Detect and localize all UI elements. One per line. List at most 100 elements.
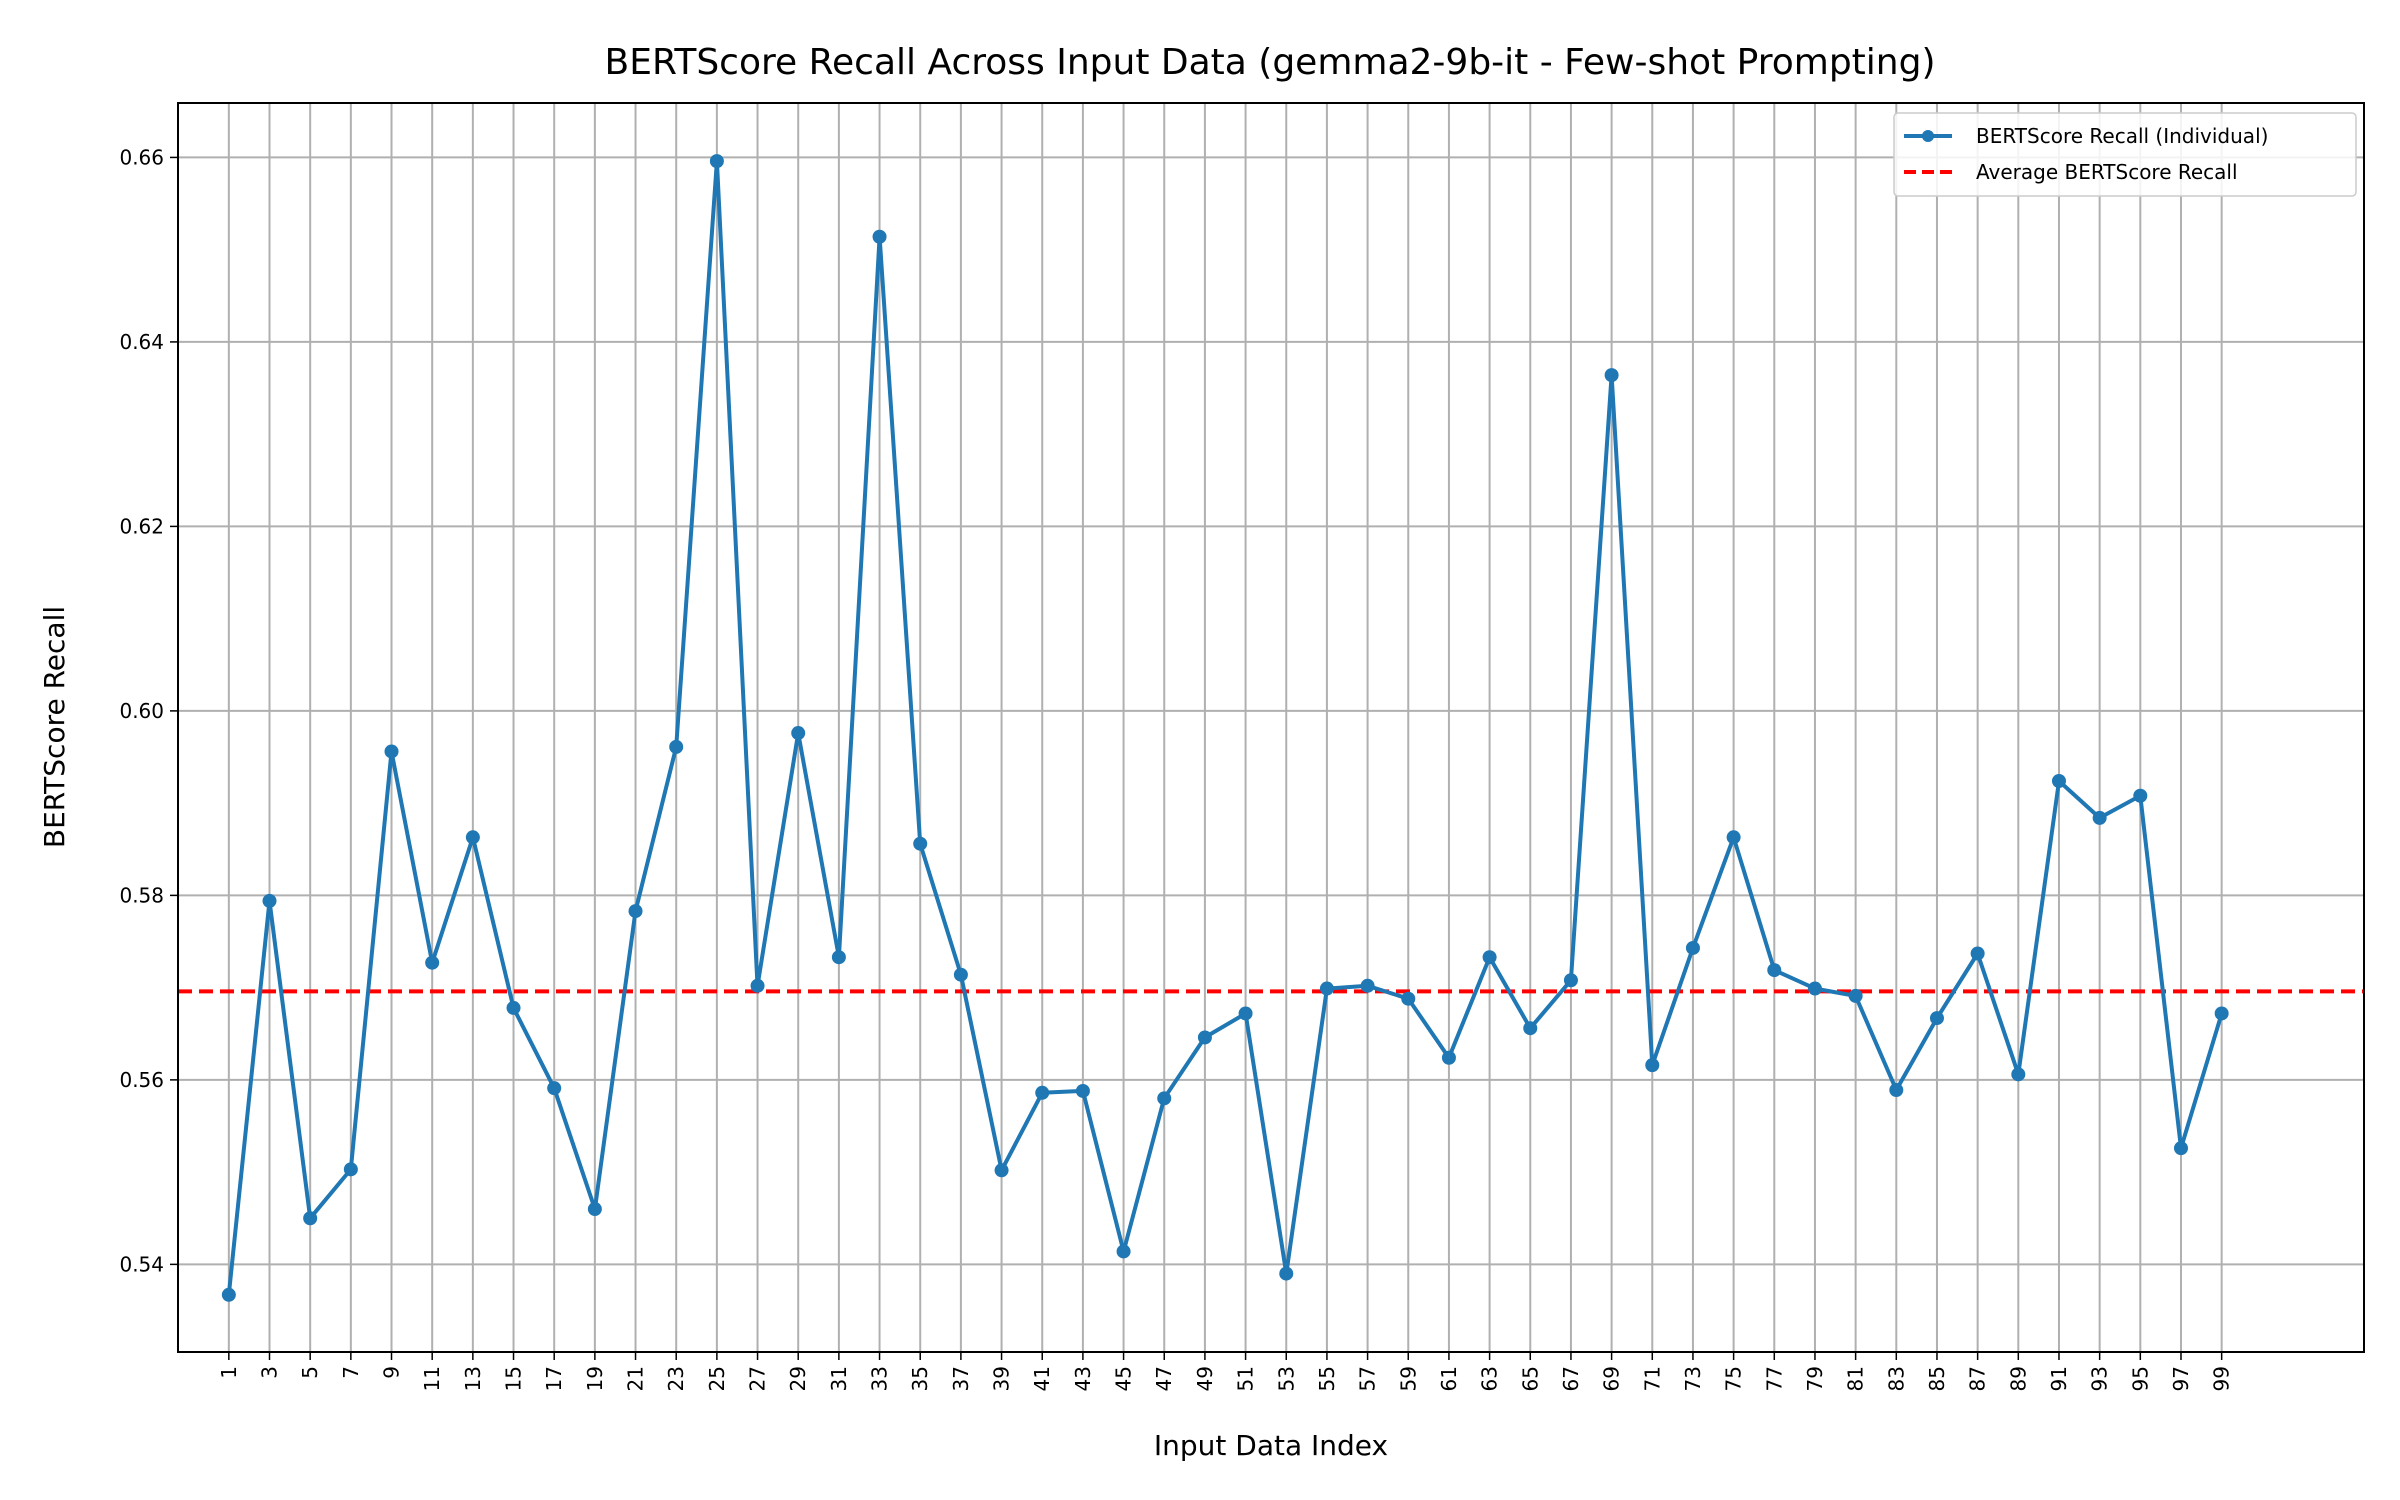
data-point	[343, 1162, 358, 1177]
data-point	[1441, 1050, 1456, 1065]
data-point	[953, 967, 968, 982]
series-line	[226, 159, 2224, 1296]
legend: BERTScore Recall (Individual) Average BE…	[1893, 112, 2357, 197]
data-point	[913, 836, 928, 851]
x-tick-label: 37	[949, 1366, 973, 1391]
x-tick-label: 91	[2047, 1366, 2071, 1391]
data-point	[791, 726, 806, 741]
x-tick-label: 13	[461, 1366, 485, 1391]
data-point	[1075, 1083, 1090, 1098]
legend-series-label: BERTScore Recall (Individual)	[1976, 124, 2268, 148]
data-point	[425, 955, 440, 970]
x-tick-label: 35	[908, 1366, 932, 1391]
data-point	[872, 229, 887, 244]
data-point	[587, 1202, 602, 1217]
x-tick-label: 11	[420, 1366, 444, 1391]
x-tick-label: 83	[1884, 1366, 1908, 1391]
data-point	[1767, 963, 1782, 978]
data-point	[1523, 1021, 1538, 1036]
data-point	[1645, 1058, 1660, 1073]
grid-lines	[178, 103, 2364, 1352]
data-point	[709, 154, 724, 169]
x-tick-label: 1	[217, 1366, 241, 1379]
x-tick-label: 51	[1234, 1366, 1258, 1391]
y-tick-label: 0.66	[119, 145, 164, 169]
x-tick-label: 45	[1112, 1366, 1136, 1391]
data-point	[1970, 946, 1985, 961]
y-tick-label: 0.58	[119, 883, 164, 907]
y-tick-label: 0.62	[119, 514, 164, 538]
x-tick-label: 29	[786, 1366, 810, 1391]
legend-series-marker	[1922, 130, 1934, 142]
data-point	[1035, 1085, 1050, 1100]
x-tick-label: 49	[1193, 1366, 1217, 1391]
x-tick-label: 43	[1071, 1366, 1095, 1391]
x-tick-label: 95	[2128, 1366, 2152, 1391]
data-point	[2173, 1141, 2188, 1156]
x-tick-label: 31	[827, 1366, 851, 1391]
series-layer	[221, 154, 2229, 1302]
x-tick-label: 9	[380, 1366, 404, 1379]
data-point	[506, 1000, 521, 1015]
data-point	[1116, 1244, 1131, 1259]
data-point	[221, 1287, 236, 1302]
data-point	[1279, 1266, 1294, 1281]
data-point	[2011, 1067, 2026, 1082]
x-tick-label: 99	[2210, 1366, 2234, 1391]
x-tick-label: 3	[258, 1366, 282, 1379]
data-point	[2051, 774, 2066, 789]
x-axis-ticks: 1 3 5 7 9 11 13 15 17 19 21 23 25 27 29 31 33 35 37 39 41 43 4…	[217, 1352, 2234, 1391]
data-point	[2214, 1006, 2229, 1021]
x-tick-label: 79	[1803, 1366, 1827, 1391]
data-point	[303, 1211, 318, 1226]
x-tick-label: 77	[1762, 1366, 1786, 1391]
x-tick-label: 81	[1844, 1366, 1868, 1391]
x-tick-label: 7	[339, 1366, 363, 1379]
x-tick-label: 65	[1518, 1366, 1542, 1391]
data-point	[1319, 981, 1334, 996]
y-tick-label: 0.54	[119, 1252, 164, 1276]
data-point	[262, 893, 277, 908]
x-tick-label: 73	[1681, 1366, 1705, 1391]
y-tick-label: 0.56	[119, 1068, 164, 1092]
data-point	[1563, 973, 1578, 988]
x-tick-label: 75	[1722, 1366, 1746, 1391]
data-point	[750, 978, 765, 993]
plot-frame	[177, 102, 2365, 1353]
x-tick-label: 53	[1274, 1366, 1298, 1391]
data-point	[2092, 810, 2107, 825]
x-tick-label: 63	[1478, 1366, 1502, 1391]
data-point	[1889, 1083, 1904, 1098]
data-point	[2133, 788, 2148, 803]
data-point	[669, 739, 684, 754]
data-point	[547, 1081, 562, 1096]
data-point	[1848, 988, 1863, 1003]
x-tick-label: 67	[1559, 1366, 1583, 1391]
x-tick-label: 97	[2169, 1366, 2193, 1391]
data-point	[1157, 1091, 1172, 1106]
x-tick-label: 55	[1315, 1366, 1339, 1391]
x-tick-label: 69	[1600, 1366, 1624, 1391]
data-point	[1482, 950, 1497, 965]
x-tick-label: 17	[542, 1366, 566, 1391]
data-point	[1238, 1006, 1253, 1021]
x-tick-label: 89	[2006, 1366, 2030, 1391]
data-point	[1685, 940, 1700, 955]
x-tick-label: 25	[705, 1366, 729, 1391]
data-point	[1401, 991, 1416, 1006]
x-tick-label: 39	[990, 1366, 1014, 1391]
y-tick-label: 0.60	[119, 699, 164, 723]
data-point	[1807, 981, 1822, 996]
x-tick-label: 23	[664, 1366, 688, 1391]
legend-average-label: Average BERTScore Recall	[1976, 160, 2238, 184]
legend-box	[1893, 112, 2357, 197]
x-tick-label: 21	[624, 1366, 648, 1391]
chart-title: BERTScore Recall Across Input Data (gemm…	[605, 42, 1936, 83]
x-tick-label: 57	[1356, 1366, 1380, 1391]
x-tick-label: 33	[868, 1366, 892, 1391]
y-axis-ticks: 0.54 0.56 0.58 0.60 0.62 0.64 0.66	[119, 145, 178, 1276]
x-tick-label: 15	[502, 1366, 526, 1391]
data-point	[994, 1163, 1009, 1178]
